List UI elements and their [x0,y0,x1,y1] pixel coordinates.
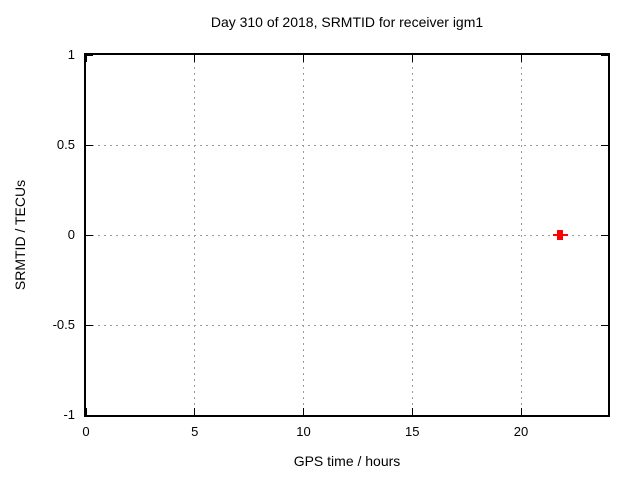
x-axis-tick [303,408,304,415]
x-axis-tick-mirror [303,55,304,62]
x-tick-label: 20 [513,424,529,439]
x-axis-tick [85,408,87,415]
y-tick-label: 0 [67,227,75,242]
y-axis-tick-mirror [601,144,608,146]
y-axis-tick [86,324,93,326]
y-axis-tick-mirror [601,54,608,56]
grid-line-vertical [411,55,413,415]
y-tick-label: -1 [63,407,75,422]
grid-line-horizontal [86,234,608,236]
y-axis-tick-mirror [601,234,608,236]
grid-line-horizontal [86,144,608,146]
y-axis-tick [86,54,93,56]
y-tick-label: -0.5 [52,317,75,332]
x-axis-tick-mirror [194,55,196,62]
x-axis-tick-mirror [411,55,413,62]
y-axis-tick [86,144,93,146]
data-point-marker [557,230,564,240]
grid-line-vertical [194,55,196,415]
x-axis-label: GPS time / hours [293,453,401,469]
x-tick-label: 15 [405,424,420,439]
plot-area [84,53,610,417]
y-axis-tick [86,414,93,416]
grid-line-horizontal [86,324,608,326]
y-axis-tick-mirror [601,324,608,326]
grid-line-vertical [520,55,522,415]
x-axis-tick-mirror [520,55,522,62]
x-axis-tick [194,408,196,415]
chart-title: Day 310 of 2018, SRMTID for receiver igm… [210,14,484,30]
y-axis-tick-mirror [601,414,608,416]
x-axis-tick-mirror [85,55,87,62]
x-tick-label: 10 [296,424,311,439]
x-axis-tick [411,408,413,415]
y-tick-label: 1 [67,47,75,62]
grid-line-vertical [303,55,304,415]
x-tick-label: 0 [82,424,90,439]
y-axis-tick [86,234,93,236]
x-axis-tick [520,408,522,415]
x-tick-label: 5 [191,424,199,439]
y-tick-label: 0.5 [56,137,75,152]
